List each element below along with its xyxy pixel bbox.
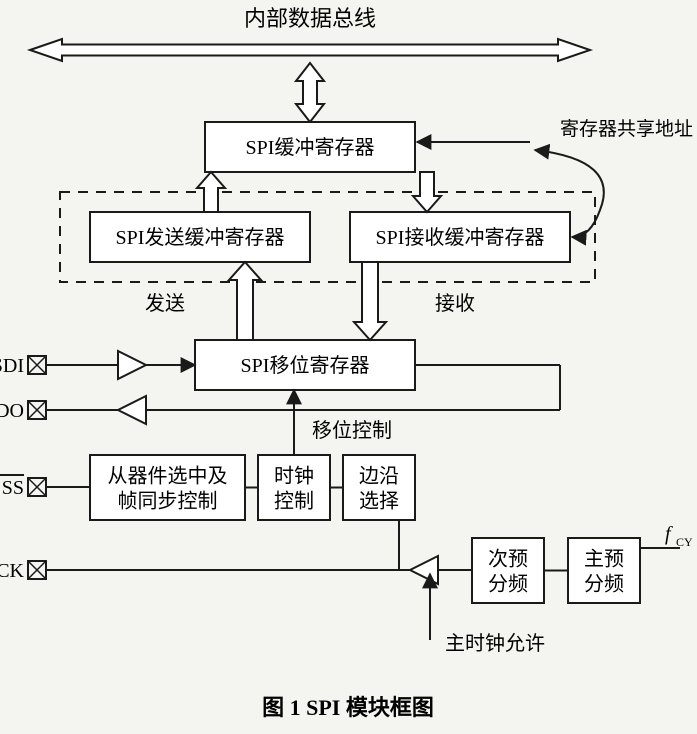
figure-caption: 图 1 SPI 模块框图: [262, 695, 434, 720]
slave-select-block-label1: 从器件选中及: [108, 465, 228, 488]
clock-ctrl-block-label1: 时钟: [274, 465, 314, 488]
send-label: 发送: [145, 292, 185, 315]
main-prescaler-block-label2: 分频: [584, 573, 624, 596]
spi-block-diagram: 内部数据总线 SPI缓冲寄存器 SPI发送缓冲寄存器 SPI接收缓冲寄存器 SPI移位寄…: [0, 0, 697, 734]
sub-prescaler-block-label1: 次预: [488, 548, 528, 571]
spi-shift-reg-label: SPI移位寄存器: [241, 354, 370, 377]
buffer-icon: [118, 396, 146, 424]
bus-arrow: [30, 39, 590, 61]
sdi-label: SDI: [0, 355, 24, 377]
buffer-icon: [118, 351, 146, 379]
sdo-label: SDO: [0, 400, 24, 422]
shared-addr-label: 寄存器共享地址: [560, 118, 693, 140]
spi-rx-buffer-reg-label: SPI接收缓冲寄存器: [376, 226, 545, 249]
buffer-icon: [410, 556, 438, 584]
spi-tx-buffer-reg-label: SPI发送缓冲寄存器: [116, 226, 285, 249]
main-prescaler-block-label1: 主预: [584, 548, 624, 571]
edge-select-block-label1: 边沿: [359, 465, 399, 488]
fcy-label: f: [665, 523, 673, 545]
master-clk-enable-label: 主时钟允许: [445, 632, 545, 655]
fcy-sub: CY: [676, 535, 693, 549]
clock-ctrl-block-label2: 控制: [274, 490, 314, 513]
sub-prescaler-block-label2: 分频: [488, 573, 528, 596]
edge-select-block-label2: 选择: [359, 490, 399, 513]
shift-ctrl-label: 移位控制: [312, 419, 392, 442]
bus-title: 内部数据总线: [244, 6, 376, 31]
spi-buffer-reg-label: SPI缓冲寄存器: [246, 136, 375, 159]
recv-label: 接收: [435, 292, 475, 315]
slave-select-block-label2: 帧同步控制: [118, 490, 218, 513]
sck-label: SCK: [0, 560, 25, 582]
ss-label: SS: [2, 477, 24, 499]
